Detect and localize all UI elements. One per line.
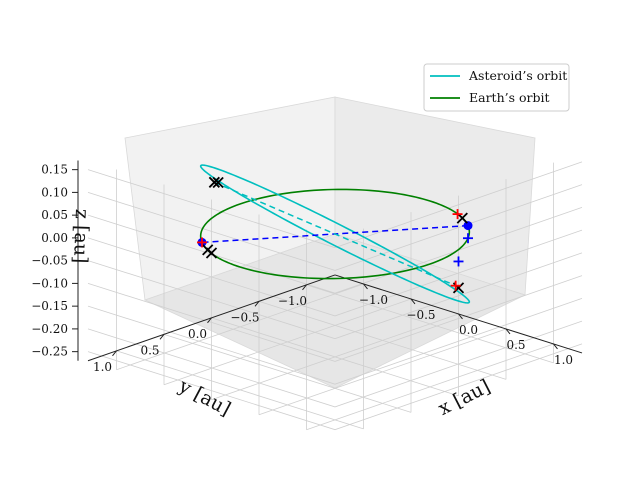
x-marker-1 [212, 176, 224, 189]
z-tick-label-5: 0.00 [41, 231, 68, 245]
x-tick-label-2: 0.0 [459, 323, 478, 337]
z-tick-label-7: 0.10 [41, 185, 68, 199]
x-tick-3 [505, 328, 511, 335]
z-tick-label-1: −0.20 [31, 322, 68, 336]
y-tick-1 [254, 301, 260, 307]
y-tick-label-3: 0.5 [140, 343, 159, 357]
grid-line-z-4 [87, 252, 583, 340]
y-tick-4 [112, 350, 117, 357]
legend-label-asteroid: Asteroid’s orbit [468, 68, 567, 83]
x-tick-label-1: −0.5 [406, 308, 435, 322]
grid-line-y-floor-3 [163, 333, 412, 413]
plus-marker-8 [197, 237, 207, 248]
x-tick-label-3: 0.5 [506, 338, 525, 352]
grid-line-y-floor-1 [258, 300, 507, 380]
x-marker-stroke-b [456, 212, 468, 224]
legend: Asteroid’s orbit Earth’s orbit [423, 63, 570, 112]
x-marker-stroke-b [212, 176, 224, 189]
z-tick-label-4: −0.05 [31, 254, 68, 268]
z-axis-label: z [au] [69, 209, 93, 264]
plus-marker-9 [463, 233, 473, 244]
x-marker-3 [205, 247, 218, 259]
x-tick-label-0: −1.0 [359, 293, 388, 307]
legend-label-earth: Earth’s orbit [469, 90, 550, 105]
grid-line-z-5 [87, 229, 583, 317]
plus-marker-6 [452, 209, 463, 220]
grid-line-z-6 [87, 206, 583, 294]
x-tick-1 [410, 298, 416, 305]
y-tick-label-0: −1.0 [278, 294, 307, 308]
legend-box [423, 63, 570, 112]
grid-line-y-floor-0 [306, 284, 554, 364]
z-tick-label-2: −0.15 [31, 299, 68, 313]
grid-line-z-3 [87, 275, 583, 362]
grid-line-z-8 [87, 161, 583, 249]
y-tick-3 [159, 334, 165, 340]
y-tick-label-4: 1.0 [93, 360, 112, 374]
y-tick-label-1: −0.5 [230, 310, 259, 324]
grid-line-y-floor-4 [116, 350, 364, 430]
z-tick-label-0: −0.25 [31, 345, 68, 359]
y-tick-label-2: 0.0 [188, 327, 207, 341]
y-tick-2 [207, 317, 212, 324]
grid-line-z-0 [87, 343, 583, 431]
asteroid-orbit-line [199, 164, 471, 304]
plus-marker-7 [450, 280, 461, 291]
y-axis-label: y [au] [174, 375, 234, 421]
grid-line-z-1 [87, 320, 583, 408]
x-tick-2 [458, 313, 463, 320]
y-tick-0 [302, 284, 307, 291]
x-tick-label-4: 1.0 [554, 353, 573, 367]
plot-area [197, 164, 473, 304]
x-marker-0 [208, 176, 220, 188]
z-tick-label-8: 0.15 [41, 163, 68, 177]
axes: −1.0 −0.5 0.0 0.5 1.0 −1.0 −0.5 0.0 0.5 1.0 −0.25 −… [31, 160, 583, 374]
x-marker-stroke-b [452, 282, 465, 294]
z-tick-label-6: 0.05 [41, 208, 68, 222]
grid-line-y-floor-2 [211, 317, 459, 397]
z-tick-label-3: −0.10 [31, 276, 68, 290]
x-marker-stroke-b [208, 176, 220, 188]
x-tick-4 [553, 343, 558, 350]
earth-position-dot-0 [463, 221, 473, 231]
chord-line-1 [214, 181, 456, 287]
plus-marker-10 [453, 256, 464, 267]
x-marker-stroke-b [205, 247, 218, 259]
grid-line-z-7 [87, 184, 583, 271]
x-tick-0 [363, 283, 368, 290]
